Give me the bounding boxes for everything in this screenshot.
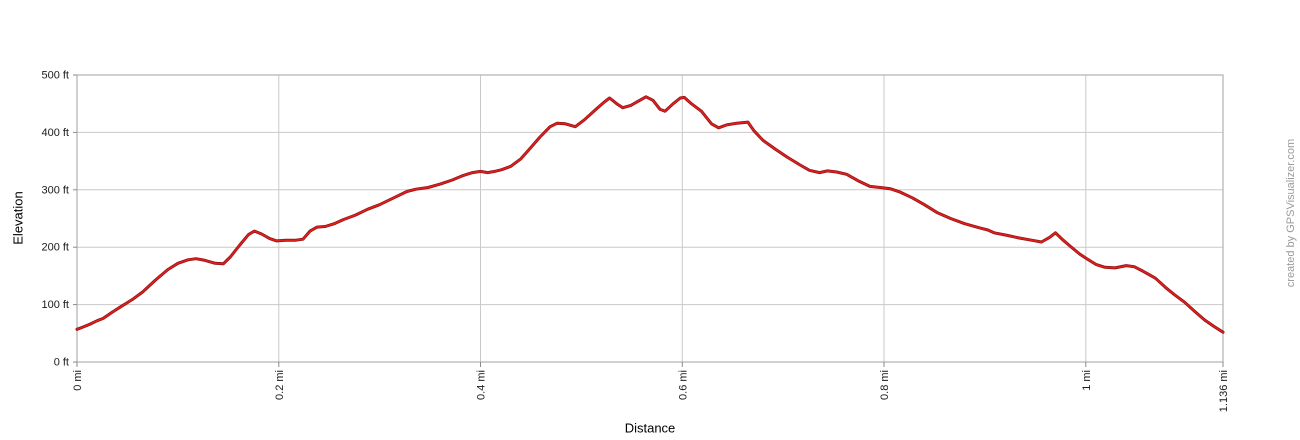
plot-frame: [76, 74, 1224, 363]
elevation-line: [76, 95, 1224, 334]
x-axis-title: Distance: [624, 420, 676, 436]
x-tick-label: 0.4 mi: [476, 370, 488, 400]
y-tick-label: 100 ft: [41, 299, 69, 311]
y-tick-label: 500 ft: [41, 70, 69, 82]
y-tick-label: 300 ft: [41, 184, 69, 196]
y-tick-label: 0 ft: [54, 357, 69, 369]
x-tick-label: 0.6 mi: [677, 370, 689, 400]
x-tick-label: 1 mi: [1081, 370, 1093, 391]
credit-text: created by GPSVisualizer.com: [1285, 138, 1297, 288]
y-tick-label: 200 ft: [41, 242, 69, 254]
x-tick-label: 0 mi: [72, 370, 84, 391]
x-tick-label: 1.136 mi: [1218, 370, 1230, 412]
x-tick-label: 0.8 mi: [879, 370, 891, 400]
y-axis-title: Elevation: [10, 191, 26, 245]
y-tick-label: 400 ft: [41, 127, 69, 139]
x-tick-label: 0.2 mi: [274, 370, 286, 400]
